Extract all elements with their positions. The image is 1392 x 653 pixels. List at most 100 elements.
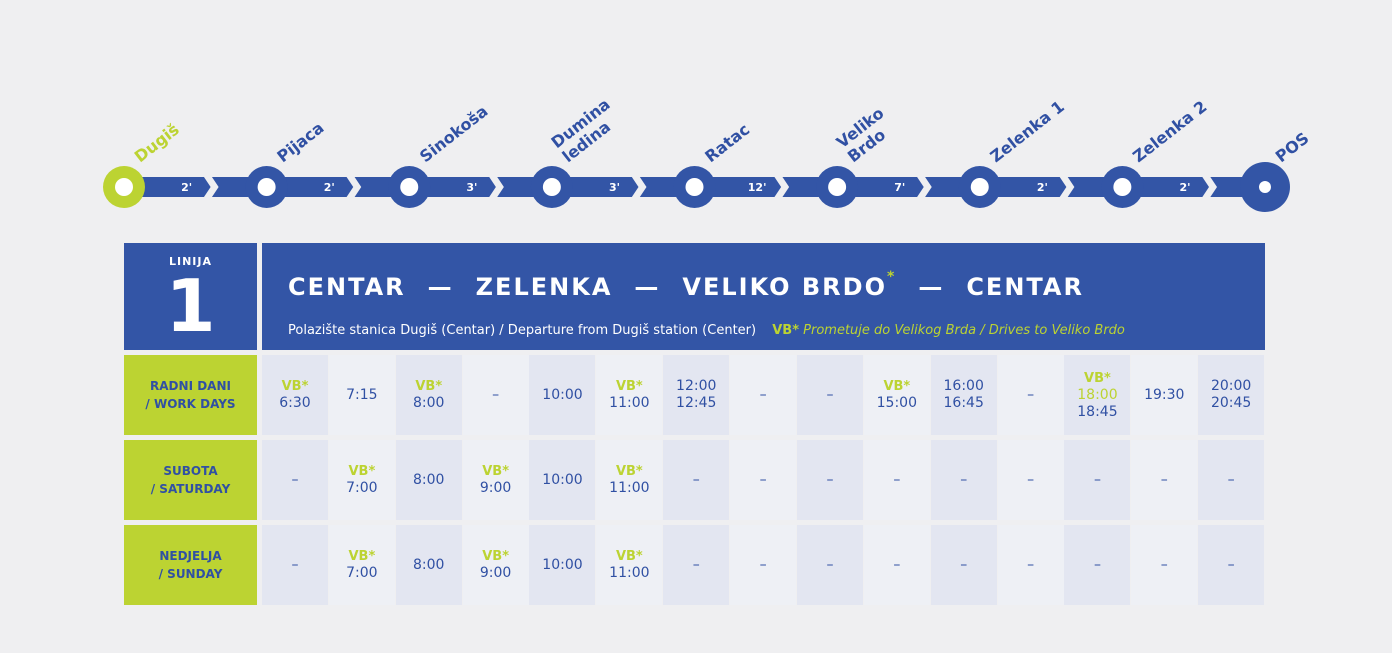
departure-time: 8:00 bbox=[413, 471, 445, 488]
schedule-cell: VB* 15:00 bbox=[863, 355, 930, 435]
schedule-cell: – bbox=[262, 440, 328, 520]
departure-time: 11:00 bbox=[609, 395, 650, 411]
departure-time: – bbox=[759, 471, 767, 488]
schedule-cell: VB* 11:00 bbox=[596, 440, 663, 520]
departure-time: 10:00 bbox=[542, 386, 583, 403]
schedule-cell: – bbox=[730, 440, 797, 520]
route-segment bbox=[837, 177, 980, 197]
departure-time: – bbox=[1093, 556, 1101, 573]
vb-marker: VB* bbox=[348, 549, 376, 564]
departure-time: – bbox=[1160, 471, 1168, 488]
vb-marker: VB* bbox=[348, 464, 376, 479]
schedule-cell: 8:00 bbox=[395, 440, 462, 520]
schedule-cell: VB* 11:00 bbox=[596, 525, 663, 605]
schedule-cell: VB* 11:00 bbox=[596, 355, 663, 435]
chevron-right-icon bbox=[1201, 175, 1217, 199]
schedule-cell: VB* 9:00 bbox=[462, 440, 529, 520]
departure-time: 9:00 bbox=[479, 480, 512, 496]
route-stop-4: CENTAR bbox=[966, 273, 1084, 301]
departure-time: 11:00 bbox=[609, 480, 650, 496]
schedule-cell: 19:30 bbox=[1131, 355, 1198, 435]
schedule-cell: 10:00 bbox=[529, 355, 596, 435]
departure-time: – bbox=[492, 386, 500, 403]
departure-time: – bbox=[826, 556, 834, 573]
route-stop-3: VELIKO BRDO bbox=[682, 273, 887, 301]
schedule-cell: – bbox=[730, 355, 797, 435]
route-segment bbox=[1122, 177, 1265, 197]
departure-time: – bbox=[692, 556, 700, 573]
route-segment bbox=[124, 177, 267, 197]
schedule-cell: VB* 7:00 bbox=[328, 440, 395, 520]
schedule-cell: – bbox=[863, 440, 930, 520]
route-segment bbox=[979, 177, 1123, 197]
schedule-cell: – bbox=[863, 525, 930, 605]
schedule-cell: – bbox=[997, 355, 1064, 435]
route-dash: — bbox=[634, 273, 661, 301]
route-segment bbox=[551, 177, 695, 197]
chevron-right-icon bbox=[202, 175, 219, 199]
schedule-cell: 20:00 20:45 bbox=[1198, 355, 1265, 435]
departure-time: – bbox=[960, 556, 968, 573]
route-dash: — bbox=[918, 273, 945, 301]
segment-duration: 2' bbox=[1037, 181, 1048, 194]
route-segment bbox=[409, 177, 552, 197]
schedule-cell: – bbox=[997, 440, 1064, 520]
departure-time: 6:30 bbox=[279, 395, 311, 411]
departure-time: – bbox=[692, 471, 700, 488]
stop-marker-dot bbox=[542, 178, 561, 196]
vb-marker: VB* bbox=[482, 464, 509, 479]
segment-duration: 3' bbox=[609, 181, 620, 194]
vb-marker: VB* bbox=[883, 379, 911, 394]
chevron-right-icon bbox=[487, 175, 504, 199]
departure-time: 18:00 bbox=[1077, 386, 1118, 403]
schedule-cell: VB* 18:00 18:45 bbox=[1064, 355, 1131, 435]
schedule-cell: – bbox=[462, 355, 529, 435]
vb-marker: VB* bbox=[615, 379, 643, 394]
departure-time: – bbox=[1027, 556, 1035, 573]
vb-note: VB* Prometuje do Velikog Brda / Drives t… bbox=[772, 323, 1125, 338]
departure-time: 20:45 bbox=[1210, 395, 1252, 411]
route-header: CENTAR — ZELENKA — VELIKO BRDO* — CENTAR Polaz… bbox=[262, 243, 1265, 350]
line-number: 1 bbox=[165, 264, 216, 348]
route-segment bbox=[266, 177, 410, 197]
vb-marker: VB* bbox=[1084, 370, 1111, 386]
departure-time: – bbox=[1093, 471, 1101, 488]
departure-time: – bbox=[291, 471, 299, 488]
departure-time: 8:00 bbox=[413, 556, 445, 573]
route-stop-1: CENTAR bbox=[288, 273, 406, 301]
departure-time: 11:00 bbox=[609, 565, 650, 581]
chevron-right-icon bbox=[773, 175, 790, 199]
schedule-cell: – bbox=[1064, 525, 1131, 605]
segment-duration: 2' bbox=[324, 181, 335, 194]
vb-marker: VB* bbox=[615, 549, 643, 564]
stop-label: Pijaca bbox=[273, 118, 327, 166]
schedule-cell: – bbox=[1198, 440, 1265, 520]
departure-time: – bbox=[291, 556, 299, 573]
route-stop-2: ZELENKA bbox=[475, 273, 613, 301]
schedule-cell: – bbox=[997, 525, 1064, 605]
schedule-cell: – bbox=[796, 525, 863, 605]
stop-marker-dot bbox=[1113, 178, 1132, 196]
day-label: RADNI DANI / WORK DAYS bbox=[124, 355, 257, 435]
segment-duration: 3' bbox=[466, 181, 477, 194]
segment-duration: 2' bbox=[1179, 181, 1190, 194]
day-label: NEDJELJA / SUNDAY bbox=[124, 525, 257, 605]
schedule-cell: VB* 8:00 bbox=[395, 355, 462, 435]
schedule-cell: – bbox=[930, 440, 997, 520]
chevron-right-icon bbox=[915, 175, 932, 199]
stop-label: Duminaledina bbox=[548, 95, 625, 167]
stop-marker-dot bbox=[970, 178, 989, 196]
departure-time: 7:00 bbox=[346, 565, 378, 581]
stop-label: Zelenka 2 bbox=[1129, 97, 1210, 166]
departure-time: – bbox=[893, 471, 901, 488]
schedule-cell: VB* 6:30 bbox=[262, 355, 328, 435]
vb-marker: VB* bbox=[482, 549, 509, 564]
departure-time: 8:00 bbox=[413, 395, 445, 411]
stop-label: POS bbox=[1272, 128, 1313, 166]
schedule-cell: – bbox=[796, 355, 863, 435]
stop-marker-dot bbox=[115, 178, 133, 196]
route-map: 2' 2' 3' 3' 12' 7' 2' 2' Dugiš Pijaca Sinokoša Dumi… bbox=[103, 95, 1313, 212]
departure-time: – bbox=[1027, 471, 1035, 488]
departure-time: 12:45 bbox=[676, 395, 717, 411]
schedule-cell: 16:00 16:45 bbox=[930, 355, 997, 435]
